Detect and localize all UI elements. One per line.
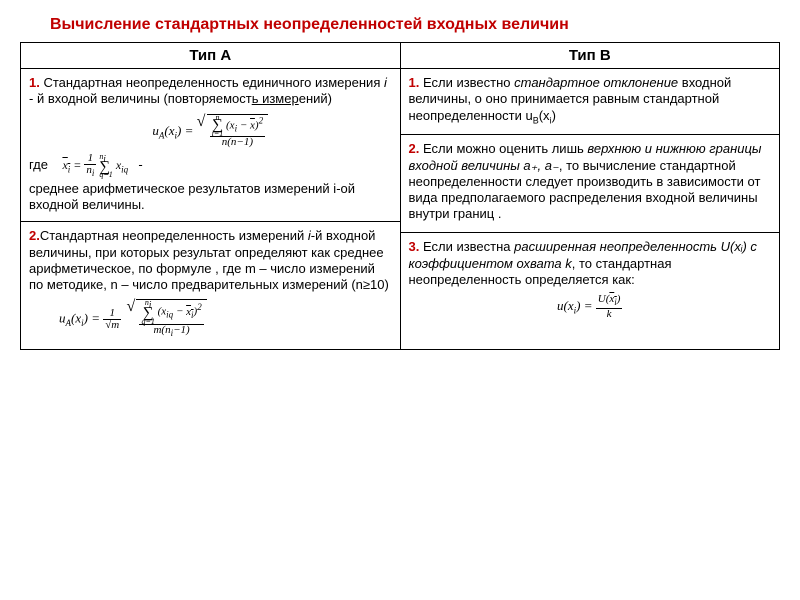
- b2-t1: Если можно оценить лишь: [419, 141, 587, 156]
- b2-num: 2.: [409, 141, 420, 156]
- a1-i: i: [384, 75, 387, 90]
- formula-mean: xi = 1ni ni∑q=1 xiq: [62, 158, 131, 172]
- a2-t1: Стандартная неопределенность измерений: [40, 228, 308, 243]
- header-type-b: Тип В: [400, 43, 780, 69]
- header-type-a: Тип А: [21, 43, 401, 69]
- a2-num: 2.: [29, 228, 40, 243]
- b3-t1: Если известна: [419, 239, 514, 254]
- a1-t3: ений): [299, 91, 332, 106]
- b1-t3: (x: [539, 108, 550, 123]
- a1-u: ь измер: [252, 91, 299, 106]
- b1-num: 1.: [409, 75, 420, 90]
- cell-a2: 2.Стандартная неопределенность измерений…: [21, 222, 401, 350]
- a1-avg-desc: среднее арифметическое результатов измер…: [29, 181, 392, 214]
- formula-u-expanded: u(xi) = U(xi) k: [409, 294, 772, 320]
- cell-b2: 2. Если можно оценить лишь верхнюю и ниж…: [400, 135, 780, 233]
- formula-ua-mean: uA(xi) = 1√m ni∑q=1 (xiq − xi)2 m(ni−1): [29, 299, 392, 339]
- cell-a1: 1. Стандартная неопределенность единично…: [21, 69, 401, 222]
- formula-ua-single: uA(xi) = n∑i=1 (xi − x)2 n(n−1): [29, 114, 392, 149]
- uncertainty-table: Тип А Тип В 1. Стандартная неопределенно…: [20, 42, 780, 350]
- a1-where: где: [29, 157, 48, 172]
- a1-num: 1.: [29, 75, 40, 90]
- b3-num: 3.: [409, 239, 420, 254]
- page-title: Вычисление стандартных неопределенностей…: [20, 10, 780, 42]
- cell-b3: 3. Если известна расширенная неопределен…: [400, 233, 780, 350]
- cell-b1: 1. Если известно стандартное отклонение …: [400, 69, 780, 135]
- b1-it: стандартное отклонение: [514, 75, 678, 90]
- a1-t1: Стандартная неопределенность единичного …: [40, 75, 384, 90]
- a1-t2: - й входной величины (повторяемост: [29, 91, 252, 106]
- b1-t4: ): [552, 108, 556, 123]
- b1-t1: Если известно: [419, 75, 514, 90]
